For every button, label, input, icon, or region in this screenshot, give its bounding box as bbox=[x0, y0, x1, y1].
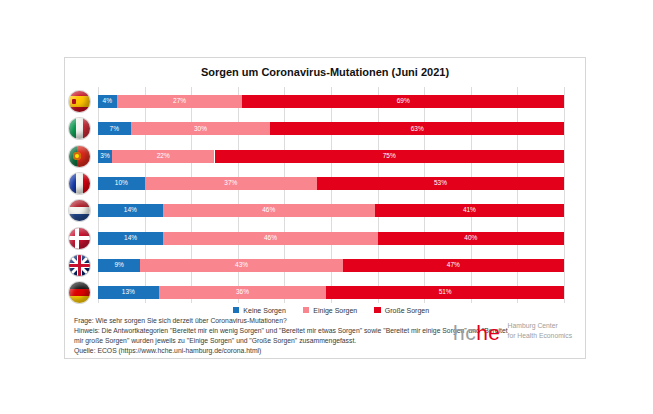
legend-item: Keine Sorgen bbox=[233, 307, 286, 314]
bar-segment: 9% bbox=[98, 259, 140, 272]
bar-row-dk: 14% 46% 40% bbox=[98, 232, 564, 245]
bar-value-label: 10% bbox=[115, 180, 128, 187]
plot-area: 4% 27% 69% 7% 30% 63% 3% 22% 75% 10% 37% 53% 14% 46% 4… bbox=[98, 87, 564, 303]
bar-value-label: 69% bbox=[397, 98, 410, 105]
bar-segment: 47% bbox=[343, 259, 564, 272]
flag-icon-gb bbox=[69, 255, 90, 276]
bar-value-label: 3% bbox=[100, 153, 109, 160]
bar-segment: 69% bbox=[242, 95, 564, 108]
bar-segment: 30% bbox=[131, 122, 271, 135]
bar-value-label: 43% bbox=[235, 262, 248, 269]
bar-segment: 13% bbox=[98, 286, 159, 299]
bar-value-label: 27% bbox=[173, 98, 186, 105]
legend-item: Große Sorgen bbox=[374, 307, 429, 314]
bar-value-label: 36% bbox=[236, 289, 249, 296]
bar-segment: 51% bbox=[326, 286, 564, 299]
bar-row-nl: 14% 46% 41% bbox=[98, 204, 564, 217]
bar-value-label: 41% bbox=[463, 207, 476, 214]
hche-logo-word: hche bbox=[453, 322, 501, 343]
footer-note: Hinweis: Die Antwortkategorien "Bereitet… bbox=[74, 326, 512, 346]
bar-value-label: 14% bbox=[124, 235, 137, 242]
bar-segment: 22% bbox=[112, 150, 215, 163]
legend-label: Einige Sorgen bbox=[313, 307, 357, 314]
bar-segment: 36% bbox=[159, 286, 327, 299]
flag-icon-it bbox=[69, 118, 90, 139]
legend: Keine Sorgen Einige Sorgen Große Sorgen bbox=[98, 304, 564, 316]
bar-value-label: 30% bbox=[194, 126, 207, 133]
bar-value-label: 51% bbox=[439, 289, 452, 296]
bar-segment: 14% bbox=[98, 232, 163, 245]
bar-segment: 53% bbox=[317, 177, 564, 190]
flag-icon-dk bbox=[69, 228, 90, 249]
bar-segment: 46% bbox=[163, 204, 375, 217]
bar-segment: 4% bbox=[98, 95, 117, 108]
bar-value-label: 22% bbox=[157, 153, 170, 160]
footer-notes: Frage: Wie sehr sorgen Sie sich derzeit … bbox=[74, 316, 512, 355]
bar-segment: 14% bbox=[98, 204, 163, 217]
bar-value-label: 46% bbox=[262, 207, 275, 214]
flag-icon-de bbox=[69, 282, 90, 303]
bar-segment: 27% bbox=[117, 95, 243, 108]
bar-segment: 75% bbox=[215, 150, 565, 163]
footer-question: Frage: Wie sehr sorgen Sie sich derzeit … bbox=[74, 316, 512, 326]
legend-item: Einige Sorgen bbox=[303, 307, 357, 314]
legend-swatch bbox=[374, 307, 381, 314]
hche-logo: hche Hamburg Center for Health Economics bbox=[453, 321, 572, 343]
flag-icon-es bbox=[69, 91, 90, 112]
bar-value-label: 46% bbox=[264, 235, 277, 242]
bar-segment: 3% bbox=[98, 150, 112, 163]
bar-segment: 10% bbox=[98, 177, 145, 190]
bar-value-label: 9% bbox=[114, 262, 123, 269]
gridline bbox=[564, 87, 565, 303]
flag-icon-nl bbox=[69, 200, 90, 221]
bar-segment: 43% bbox=[140, 259, 342, 272]
chart-title: Sorgen um Coronavirus-Mutationen (Juni 2… bbox=[65, 66, 585, 78]
bar-row-it: 7% 30% 63% bbox=[98, 122, 564, 135]
bar-segment: 40% bbox=[378, 232, 564, 245]
bar-value-label: 63% bbox=[411, 126, 424, 133]
bar-value-label: 7% bbox=[110, 126, 119, 133]
flag-icon-fr bbox=[69, 173, 90, 194]
bar-row-fr: 10% 37% 53% bbox=[98, 177, 564, 190]
legend-swatch bbox=[303, 307, 310, 314]
bar-value-label: 4% bbox=[103, 98, 112, 105]
bar-segment: 41% bbox=[375, 204, 564, 217]
bar-value-label: 13% bbox=[122, 289, 135, 296]
hche-logo-subtitle: Hamburg Center for Health Economics bbox=[508, 321, 573, 343]
chart-card: Sorgen um Coronavirus-Mutationen (Juni 2… bbox=[64, 57, 586, 359]
bar-segment: 46% bbox=[163, 232, 377, 245]
legend-swatch bbox=[233, 307, 240, 314]
bar-row-gb: 9% 43% 47% bbox=[98, 259, 564, 272]
bar-value-label: 37% bbox=[224, 180, 237, 187]
bar-value-label: 53% bbox=[434, 180, 447, 187]
bar-segment: 37% bbox=[145, 177, 317, 190]
bar-value-label: 75% bbox=[383, 153, 396, 160]
bar-row-pt: 3% 22% 75% bbox=[98, 150, 564, 163]
legend-label: Große Sorgen bbox=[385, 307, 429, 314]
bar-segment: 63% bbox=[270, 122, 564, 135]
bar-segment: 7% bbox=[98, 122, 131, 135]
legend-label: Keine Sorgen bbox=[243, 307, 285, 314]
flag-icon-pt bbox=[69, 146, 90, 167]
footer-source: Quelle: ECOS (https://www.hche.uni-hambu… bbox=[74, 346, 512, 356]
bar-row-es: 4% 27% 69% bbox=[98, 95, 564, 108]
bar-value-label: 40% bbox=[464, 235, 477, 242]
bar-row-de: 13% 36% 51% bbox=[98, 286, 564, 299]
bar-value-label: 14% bbox=[124, 207, 137, 214]
bar-value-label: 47% bbox=[447, 262, 460, 269]
